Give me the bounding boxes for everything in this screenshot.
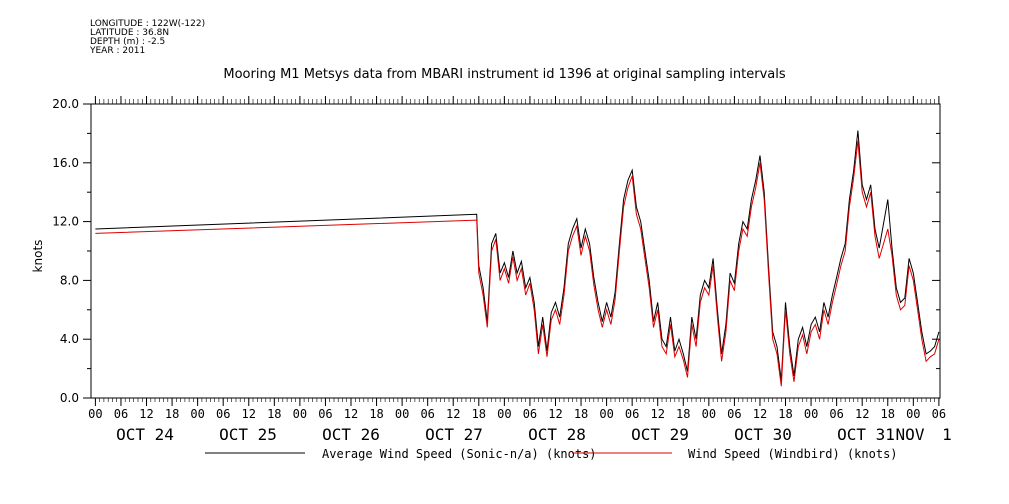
x-hour-label: 06	[216, 407, 230, 421]
x-hour-label: 18	[881, 407, 895, 421]
x-hour-label: 18	[165, 407, 179, 421]
x-hour-label: 00	[395, 407, 409, 421]
chart-title: Mooring M1 Metsys data from MBARI instru…	[223, 67, 786, 82]
x-hour-label: 18	[778, 407, 792, 421]
x-hour-label: 12	[139, 407, 153, 421]
x-date-label: OCT 31	[837, 425, 895, 444]
legend-label-windbird: Wind Speed (Windbird) (knots)	[688, 447, 898, 461]
station-metadata: LONGITUDE : 122W(-122) LATITUDE : 36.8N …	[90, 20, 205, 56]
x-date-label: OCT 30	[734, 425, 792, 444]
y-tick-label: 16.0	[52, 156, 79, 170]
x-hour-label: 12	[548, 407, 562, 421]
y-tick-label: 12.0	[52, 215, 79, 229]
series-windbird-wind-speed	[95, 140, 940, 387]
x-hour-label: 18	[267, 407, 281, 421]
x-date-label: OCT 24	[116, 425, 174, 444]
series-layer	[95, 130, 940, 387]
y-tick-label: 8.0	[60, 273, 79, 287]
x-hour-label: 00	[88, 407, 102, 421]
x-hour-label: 06	[625, 407, 639, 421]
x-hour-label: 06	[932, 407, 946, 421]
plot-frame	[90, 103, 941, 399]
x-date-label: OCT 25	[219, 425, 277, 444]
x-hour-label: 18	[472, 407, 486, 421]
x-date-label: NOV	[896, 425, 925, 444]
year-label: YEAR : 2011	[90, 46, 146, 56]
x-date-label: OCT 28	[528, 425, 586, 444]
x-hour-label: 06	[318, 407, 332, 421]
x-hour-label: 06	[420, 407, 434, 421]
x-hour-label: 00	[702, 407, 716, 421]
legend-label-average: Average Wind Speed (Sonic-n/a) (knots)	[322, 447, 597, 461]
longitude-label: LONGITUDE : 122W(-122)	[90, 19, 206, 29]
x-hour-label: 06	[523, 407, 537, 421]
x-date-label: OCT 29	[631, 425, 689, 444]
series-average-wind-speed	[95, 130, 940, 381]
x-hour-label: 12	[650, 407, 664, 421]
x-hour-label: 06	[114, 407, 128, 421]
x-date-label: OCT 27	[425, 425, 483, 444]
x-date-label: 1	[942, 425, 952, 444]
x-hour-label: 12	[753, 407, 767, 421]
x-hour-label: 12	[446, 407, 460, 421]
x-hour-label: 00	[599, 407, 613, 421]
x-hour-label: 00	[906, 407, 920, 421]
x-hour-label: 12	[855, 407, 869, 421]
x-hour-label: 00	[190, 407, 204, 421]
x-hour-label: 00	[293, 407, 307, 421]
y-axis-label: knots	[31, 240, 45, 273]
x-hour-label: 00	[497, 407, 511, 421]
x-date-label: OCT 26	[322, 425, 380, 444]
x-hour-label: 18	[676, 407, 690, 421]
latitude-label: LATITUDE : 36.8N	[90, 28, 170, 38]
x-hour-label: 06	[829, 407, 843, 421]
x-hour-label: 12	[242, 407, 256, 421]
depth-label: DEPTH (m) : -2.5	[90, 37, 166, 47]
minor-ticks	[95, 99, 940, 402]
x-axis: 00 06 12 18 00 06 12 18 00 06 12 18 00 06 12 18 00 06 12 18…	[88, 96, 952, 444]
x-hour-label: 06	[727, 407, 741, 421]
x-hour-label: 18	[369, 407, 383, 421]
y-tick-label: 20.0	[52, 97, 79, 111]
x-hour-label: 18	[574, 407, 588, 421]
x-hour-label: 00	[804, 407, 818, 421]
x-hour-label: 12	[344, 407, 358, 421]
legend: Average Wind Speed (Sonic-n/a) (knots) W…	[205, 447, 898, 461]
y-axis: 0.0 4.0 8.0 12.0 16.0 20.0	[52, 97, 940, 405]
hourly-minor-ticks	[95, 99, 940, 402]
y-tick-label: 4.0	[60, 332, 79, 346]
y-tick-label: 0.0	[60, 391, 79, 405]
